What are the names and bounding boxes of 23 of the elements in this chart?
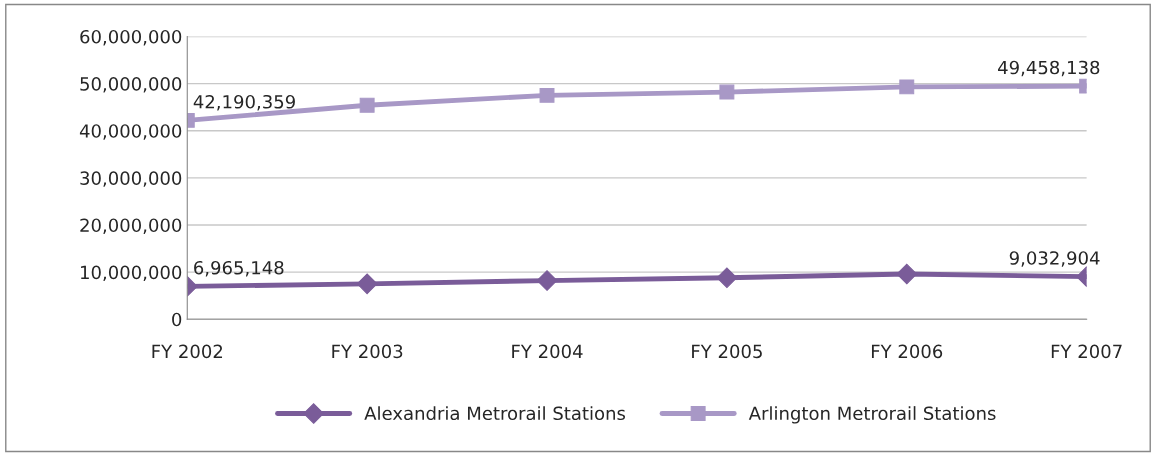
x-tick-label: FY 2003 [332,344,403,359]
y-tick-label: 40,000,000 [79,124,182,140]
point [719,84,735,100]
y-tick-label: 0 [172,312,182,327]
data-label: 9,032,904 [1009,251,1100,267]
legend-label: Alexandria Metrorail Stations [364,406,626,421]
x-tick-label: FY 2005 [692,344,762,359]
y-tick-label: 10,000,000 [81,265,182,282]
x-tick-label: FY 2002 [152,344,223,359]
x-tick-label: FY 2006 [871,344,943,359]
y-tick-label: 60,000,000 [80,29,182,46]
data-label: 49,458,138 [998,60,1100,77]
data-label: 42,190,359 [193,94,295,111]
y-tick-label: 50,000,000 [80,77,182,93]
y-tick-label: 30,000,000 [80,171,182,187]
point [536,270,558,291]
legend-label: Arlington Metrorail Stations [748,406,996,424]
x-tick-label: FY 2007 [1051,344,1122,359]
point [716,267,738,289]
x-tick-label: FY 2004 [512,344,583,359]
y-tick-label: 20,000,000 [80,218,182,234]
point [539,87,555,103]
data-label: 6,965,148 [194,260,284,277]
